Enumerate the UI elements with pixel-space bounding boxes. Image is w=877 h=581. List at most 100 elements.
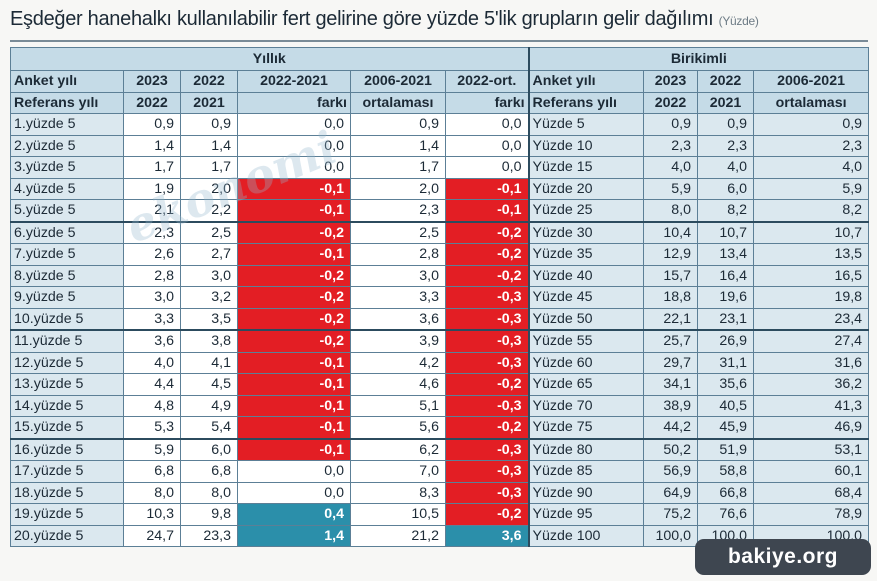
annual-diff-cell: -0,1 <box>237 394 351 417</box>
cumulative-average: 31,6 <box>753 351 870 374</box>
value-2022: 4,1 <box>180 351 238 374</box>
row-label: 16.yüzde 5 <box>10 437 124 461</box>
cumulative-label: Yüzde 65 <box>527 373 645 396</box>
value-2022: 2,5 <box>180 220 238 244</box>
value-2022: 2,0 <box>180 177 238 200</box>
cumulative-2023: 50,2 <box>643 437 699 461</box>
deviation-cell: -0,2 <box>444 416 530 439</box>
average-2006-2021: 4,6 <box>350 373 446 396</box>
value-2022: 4,9 <box>180 394 238 417</box>
value-2023: 2,8 <box>123 264 181 287</box>
cumulative-average: 41,3 <box>753 394 870 417</box>
value-2022: 23,3 <box>180 524 238 547</box>
value-2023: 5,9 <box>123 437 181 461</box>
cumulative-2023: 56,9 <box>643 460 699 483</box>
cumulative-2022: 26,9 <box>697 329 755 353</box>
annual-diff-cell: -0,1 <box>237 199 351 222</box>
cumulative-2023: 75,2 <box>643 503 699 526</box>
annual-diff-cell: -0,1 <box>237 177 351 200</box>
cumulative-average: 4,0 <box>753 156 870 179</box>
header-col: 2023 <box>123 70 181 93</box>
deviation-cell: -0,3 <box>444 394 530 417</box>
annual-diff-cell: 0,0 <box>237 460 351 483</box>
header-col: 2022-ort. <box>444 70 530 93</box>
table-row: 15.yüzde 5 5,3 5,4 -0,1 5,6 -0,2 Yüzde 75 44,2 4… <box>10 416 870 439</box>
cumulative-label: Yüzde 45 <box>527 286 645 309</box>
average-2006-2021: 3,9 <box>350 329 446 353</box>
cumulative-2022: 0,9 <box>697 113 755 136</box>
row-label: 4.yüzde 5 <box>10 177 124 200</box>
cumulative-2022: 51,9 <box>697 437 755 461</box>
cumulative-label: Yüzde 90 <box>527 481 645 504</box>
value-2023: 24,7 <box>123 524 181 547</box>
average-2006-2021: 10,5 <box>350 503 446 526</box>
annual-diff-cell: 0,0 <box>237 113 351 136</box>
cumulative-2023: 12,9 <box>643 243 699 266</box>
value-2022: 6,8 <box>180 460 238 483</box>
cumulative-2022: 8,2 <box>697 199 755 222</box>
table-row: 9.yüzde 5 3,0 3,2 -0,2 3,3 -0,3 Yüzde 45 18,8 19… <box>10 286 870 309</box>
cumulative-2023: 22,1 <box>643 307 699 331</box>
cumulative-2022: 6,0 <box>697 177 755 200</box>
row-label: 6.yüzde 5 <box>10 220 124 244</box>
annual-diff-cell: 1,4 <box>237 524 351 547</box>
value-2023: 6,8 <box>123 460 181 483</box>
header-reference-year: Referans yılı <box>527 91 645 114</box>
table-row: 5.yüzde 5 2,1 2,2 -0,1 2,3 -0,1 Yüzde 25 8,0 8,2… <box>10 199 870 222</box>
deviation-cell: -0,3 <box>444 460 530 483</box>
value-2022: 8,0 <box>180 481 238 504</box>
value-2022: 3,0 <box>180 264 238 287</box>
deviation-cell: -0,2 <box>444 220 530 244</box>
cumulative-average: 78,9 <box>753 503 870 526</box>
table-row: 4.yüzde 5 1,9 2,0 -0,1 2,0 -0,1 Yüzde 20 5,9 6,0… <box>10 177 870 200</box>
header-col: 2006-2021 <box>350 70 446 93</box>
cumulative-label: Yüzde 15 <box>527 156 645 179</box>
average-2006-2021: 3,6 <box>350 307 446 331</box>
deviation-cell: -0,1 <box>444 177 530 200</box>
cumulative-2022: 31,1 <box>697 351 755 374</box>
table-row: 13.yüzde 5 4,4 4,5 -0,1 4,6 -0,2 Yüzde 65 34,1 3… <box>10 373 870 396</box>
value-2022: 2,7 <box>180 243 238 266</box>
cumulative-2023: 29,7 <box>643 351 699 374</box>
cumulative-2022: 16,4 <box>697 264 755 287</box>
cumulative-label: Yüzde 5 <box>527 113 645 136</box>
value-2023: 4,0 <box>123 351 181 374</box>
cumulative-2023: 15,7 <box>643 264 699 287</box>
table-row: 3.yüzde 5 1,7 1,7 0,0 1,7 0,0 Yüzde 15 4,0 4,0 4,… <box>10 156 870 179</box>
header-col: 2006-2021 <box>753 70 870 93</box>
cumulative-2023: 25,7 <box>643 329 699 353</box>
header-col: farkı <box>444 91 530 114</box>
cumulative-label: Yüzde 40 <box>527 264 645 287</box>
annual-diff-cell: -0,1 <box>237 373 351 396</box>
value-2022: 3,5 <box>180 307 238 331</box>
cumulative-average: 60,1 <box>753 460 870 483</box>
cumulative-average: 13,5 <box>753 243 870 266</box>
cumulative-2023: 0,9 <box>643 113 699 136</box>
value-2023: 0,9 <box>123 113 181 136</box>
average-2006-2021: 1,4 <box>350 134 446 157</box>
table-row: 6.yüzde 5 2,3 2,5 -0,2 2,5 -0,2 Yüzde 30 10,4 10… <box>10 220 870 244</box>
value-2023: 8,0 <box>123 481 181 504</box>
deviation-cell: -0,2 <box>444 373 530 396</box>
annual-diff-cell: -0,2 <box>237 220 351 244</box>
cumulative-2022: 19,6 <box>697 286 755 309</box>
deviation-cell: -0,2 <box>444 264 530 287</box>
deviation-cell: 0,0 <box>444 113 530 136</box>
value-2022: 6,0 <box>180 437 238 461</box>
cumulative-average: 36,2 <box>753 373 870 396</box>
average-2006-2021: 5,1 <box>350 394 446 417</box>
average-2006-2021: 3,0 <box>350 264 446 287</box>
table-row: 7.yüzde 5 2,6 2,7 -0,1 2,8 -0,2 Yüzde 35 12,9 13… <box>10 243 870 266</box>
cumulative-2022: 4,0 <box>697 156 755 179</box>
cumulative-average: 27,4 <box>753 329 870 353</box>
value-2023: 2,6 <box>123 243 181 266</box>
row-label: 7.yüzde 5 <box>10 243 124 266</box>
header-col: 2021 <box>697 91 755 114</box>
row-label: 15.yüzde 5 <box>10 416 124 439</box>
cumulative-2022: 66,8 <box>697 481 755 504</box>
value-2023: 2,3 <box>123 220 181 244</box>
value-2023: 1,9 <box>123 177 181 200</box>
deviation-cell: -0,1 <box>444 199 530 222</box>
section-header-row: Yıllık Birikimli <box>9 47 870 71</box>
row-label: 17.yüzde 5 <box>10 460 124 483</box>
